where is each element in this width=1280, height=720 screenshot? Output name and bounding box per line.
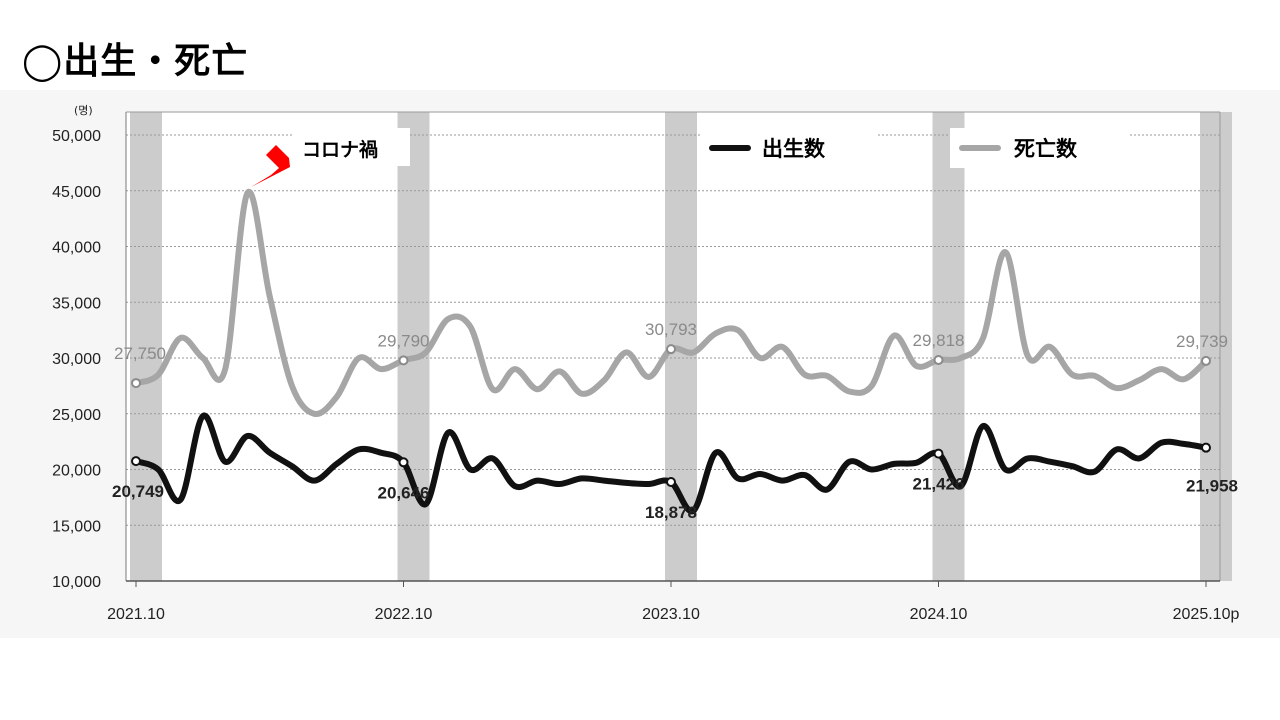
death-data-label: 29,739 xyxy=(1176,332,1228,351)
birth-point-marker xyxy=(398,457,409,468)
y-tick-label: 25,000 xyxy=(52,407,101,424)
death-data-label: 27,750 xyxy=(114,344,166,363)
death-data-label: 29,790 xyxy=(378,331,430,350)
y-tick-label: 35,000 xyxy=(52,295,101,312)
birth-data-label: 20,749 xyxy=(112,482,164,501)
x-tick-label: 2024.10 xyxy=(910,606,968,623)
y-unit-label: (명) xyxy=(74,104,93,117)
birth-point-marker xyxy=(1201,442,1211,453)
highlight-band xyxy=(1200,112,1232,581)
legend-label-death: 死亡数 xyxy=(1014,137,1078,161)
death-point-marker xyxy=(666,344,676,355)
death-data-label: 29,818 xyxy=(913,331,965,350)
arrow-icon xyxy=(251,145,290,187)
birth-point-marker xyxy=(131,456,141,467)
death-point-marker xyxy=(1201,355,1211,366)
annotation-box xyxy=(292,128,410,166)
x-tick-label: 2025.10p xyxy=(1173,606,1240,623)
legend: 出生数 死亡数 xyxy=(700,128,1128,168)
y-tick-label: 50,000 xyxy=(52,128,101,145)
y-tick-label: 30,000 xyxy=(52,351,101,368)
y-tick-label: 45,000 xyxy=(52,184,101,201)
page-title: ◯出生・死亡 xyxy=(22,41,249,82)
birth-point-marker xyxy=(666,477,676,488)
birth-data-label: 21,958 xyxy=(1186,477,1238,496)
birth-data-label: 18,878 xyxy=(645,503,697,522)
x-tick-label: 2023.10 xyxy=(642,606,700,623)
highlight-band xyxy=(130,112,162,581)
annotation-label: コロナ禍 xyxy=(302,138,378,161)
x-tick-label: 2021.10 xyxy=(107,606,165,623)
y-tick-label: 10,000 xyxy=(52,574,101,591)
highlight-band xyxy=(932,112,965,581)
x-tick-label: 2022.10 xyxy=(375,606,433,623)
y-tick-label: 40,000 xyxy=(52,240,101,257)
death-series-line xyxy=(133,188,1209,417)
legend-label-birth: 出生数 xyxy=(762,137,826,161)
birth-data-label: 21,426 xyxy=(913,475,965,494)
y-tick-label: 15,000 xyxy=(52,518,101,535)
birth-data-label: 20,646 xyxy=(378,483,430,502)
death-point-marker xyxy=(398,355,409,366)
death-point-marker xyxy=(131,378,141,389)
death-point-marker xyxy=(933,355,944,366)
covid-annotation: コロナ禍 xyxy=(251,128,410,187)
birth-point-marker xyxy=(933,448,944,459)
death-data-label: 30,793 xyxy=(645,320,697,339)
y-tick-label: 20,000 xyxy=(52,463,101,480)
